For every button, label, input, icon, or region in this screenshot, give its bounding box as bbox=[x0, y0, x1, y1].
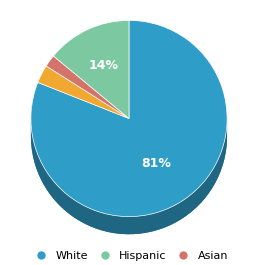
Polygon shape bbox=[218, 153, 221, 177]
Polygon shape bbox=[181, 198, 187, 219]
Polygon shape bbox=[215, 159, 218, 182]
Polygon shape bbox=[34, 144, 36, 168]
Polygon shape bbox=[51, 178, 55, 201]
Polygon shape bbox=[212, 165, 215, 188]
Polygon shape bbox=[226, 129, 227, 153]
Wedge shape bbox=[46, 56, 129, 118]
Polygon shape bbox=[53, 38, 129, 136]
Polygon shape bbox=[223, 141, 224, 165]
Polygon shape bbox=[176, 201, 181, 222]
Polygon shape bbox=[91, 209, 96, 229]
Polygon shape bbox=[209, 170, 212, 193]
Polygon shape bbox=[46, 74, 129, 136]
Wedge shape bbox=[38, 66, 129, 118]
Polygon shape bbox=[85, 206, 91, 226]
Polygon shape bbox=[44, 168, 47, 191]
Polygon shape bbox=[79, 203, 85, 224]
Polygon shape bbox=[103, 213, 109, 232]
Polygon shape bbox=[32, 132, 33, 156]
Polygon shape bbox=[59, 188, 64, 210]
Text: 81%: 81% bbox=[142, 157, 172, 170]
Polygon shape bbox=[38, 156, 41, 180]
Polygon shape bbox=[140, 215, 146, 234]
Polygon shape bbox=[31, 38, 227, 234]
Polygon shape bbox=[47, 173, 51, 196]
Polygon shape bbox=[187, 194, 192, 215]
Polygon shape bbox=[74, 200, 79, 221]
Polygon shape bbox=[121, 216, 127, 234]
Polygon shape bbox=[146, 214, 152, 233]
Polygon shape bbox=[165, 207, 171, 228]
Wedge shape bbox=[31, 20, 227, 217]
Polygon shape bbox=[31, 126, 32, 150]
Polygon shape bbox=[38, 83, 129, 136]
Polygon shape bbox=[171, 205, 176, 225]
Legend: White, Hispanic, Asian: White, Hispanic, Asian bbox=[26, 246, 232, 265]
Polygon shape bbox=[109, 214, 115, 233]
Text: 14%: 14% bbox=[89, 59, 119, 72]
Polygon shape bbox=[159, 210, 165, 230]
Polygon shape bbox=[221, 147, 223, 171]
Polygon shape bbox=[33, 138, 34, 162]
Polygon shape bbox=[127, 217, 134, 234]
Polygon shape bbox=[64, 192, 69, 214]
Polygon shape bbox=[192, 190, 196, 211]
Polygon shape bbox=[36, 151, 38, 174]
Polygon shape bbox=[55, 183, 59, 205]
Polygon shape bbox=[134, 216, 140, 234]
Polygon shape bbox=[196, 185, 201, 207]
Wedge shape bbox=[53, 20, 129, 118]
Polygon shape bbox=[69, 196, 74, 217]
Polygon shape bbox=[32, 101, 33, 125]
Polygon shape bbox=[115, 215, 121, 234]
Polygon shape bbox=[41, 162, 44, 185]
Polygon shape bbox=[205, 175, 209, 198]
Polygon shape bbox=[31, 107, 32, 131]
Polygon shape bbox=[224, 135, 226, 159]
Polygon shape bbox=[152, 212, 159, 231]
Polygon shape bbox=[201, 180, 205, 203]
Polygon shape bbox=[96, 211, 103, 231]
